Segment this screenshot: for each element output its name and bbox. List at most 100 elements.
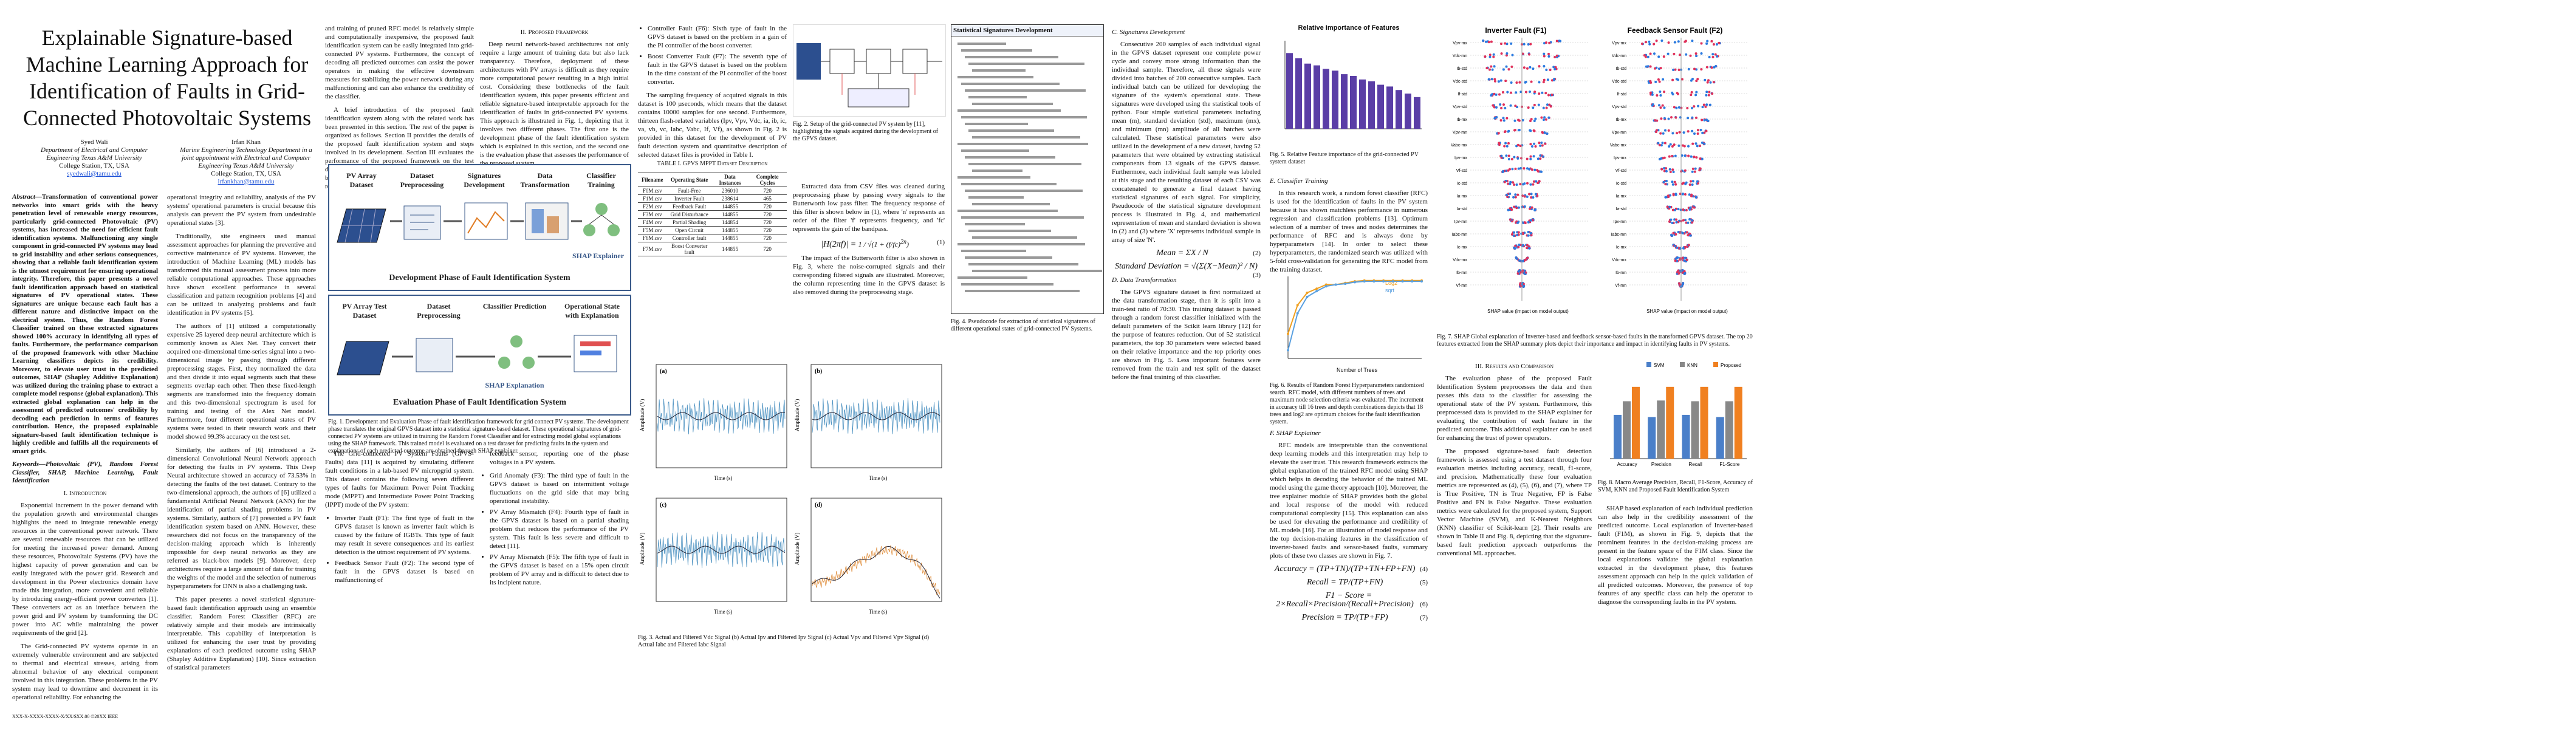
- shap-point: [1645, 41, 1647, 44]
- shap-point: [1533, 120, 1536, 122]
- subsection-heading: C. Signatures Development: [1112, 29, 1185, 36]
- shap-point: [1691, 167, 1694, 170]
- shap-point: [1677, 221, 1680, 224]
- table-header: Operating State: [666, 173, 712, 187]
- shap-point: [1523, 43, 1526, 46]
- panel-label: (b): [815, 368, 822, 375]
- legend-label: KNN: [1687, 363, 1697, 368]
- shap-point: [1507, 154, 1510, 157]
- shap-point: [1718, 41, 1721, 44]
- shap-point: [1502, 169, 1505, 173]
- shap-point: [1673, 41, 1676, 44]
- shap-point: [1664, 196, 1667, 199]
- shap-point: [1502, 117, 1505, 120]
- shap-point: [1654, 119, 1657, 122]
- shap-point: [1522, 183, 1525, 186]
- table-cell: Controller fault: [666, 234, 712, 242]
- panel-label: (c): [660, 502, 666, 508]
- table-row: F2M.csv Feedback Fault 144855 720: [638, 202, 787, 211]
- bar: [1657, 400, 1665, 459]
- shap-point: [1664, 183, 1667, 186]
- category-label: Recall: [1689, 462, 1702, 467]
- shap-point: [1517, 231, 1520, 234]
- bar: [1295, 58, 1302, 129]
- shap-point: [1518, 244, 1521, 246]
- shap-point: [1657, 55, 1660, 58]
- legend-swatch: [1713, 362, 1718, 367]
- data-point: [1420, 280, 1423, 283]
- shap-point: [1531, 145, 1533, 148]
- table-header-row: Filename Operating State Data Instances …: [638, 173, 787, 187]
- shap-point: [1667, 41, 1670, 44]
- table-cell: Partial Shading: [666, 218, 712, 227]
- feature-label: Ia-mx: [1616, 194, 1627, 199]
- shap-point: [1662, 55, 1665, 58]
- shap-point: [1668, 155, 1671, 158]
- shap-point: [1660, 117, 1663, 120]
- bar: [1405, 94, 1411, 129]
- shap-point: [1539, 157, 1542, 160]
- shap-point: [1500, 156, 1503, 159]
- shap-point: [1523, 205, 1526, 208]
- shap-point: [1664, 129, 1667, 132]
- shap-point: [1701, 142, 1704, 144]
- shap-point: [1691, 180, 1694, 183]
- figure-7-shap-plots: Inverter Fault (F1) Vpv-mx Vdc-mn Ib-std Vdc…: [1451, 26, 1748, 314]
- bar: [1734, 386, 1742, 459]
- shap-point: [1510, 158, 1513, 160]
- feature-label: Ia-std: [1615, 207, 1626, 211]
- shap-point: [1663, 91, 1666, 94]
- shap-point: [1665, 167, 1668, 170]
- data-point: [1372, 280, 1375, 283]
- shap-point: [1513, 119, 1516, 122]
- shap-point: [1537, 170, 1540, 173]
- shap-point: [1518, 129, 1521, 131]
- shap-point: [1671, 132, 1674, 135]
- shap-point: [1529, 129, 1532, 132]
- paragraph: The impact of the Butterworth filter is …: [793, 255, 945, 296]
- shap-point: [1690, 91, 1693, 94]
- table-1-grid: Filename Operating State Data Instances …: [638, 173, 787, 256]
- shap-point: [1482, 39, 1485, 42]
- shap-point: [1663, 106, 1666, 109]
- table-cell: F0M.csv: [638, 187, 667, 195]
- shap-point: [1500, 43, 1502, 46]
- pseudocode-line: [968, 230, 1051, 232]
- author-email[interactable]: syedwali@tamu.edu: [67, 170, 122, 177]
- shap-point: [1668, 168, 1671, 171]
- shap-point: [1555, 39, 1558, 43]
- shap-point: [1687, 244, 1690, 247]
- bar: [1359, 79, 1366, 129]
- shap-point: [1499, 103, 1502, 106]
- equation-7: Precision = TP/(TP+FP) (7): [1301, 613, 1428, 622]
- author-email[interactable]: irfankhan@tamu.edu: [218, 178, 275, 185]
- equation-1: |H(2πf)| = 1 / √(1 + (f/fc)2n) (1): [821, 239, 945, 249]
- shap-point: [1687, 154, 1690, 157]
- shap-point: [1678, 282, 1680, 285]
- shap-point: [1709, 81, 1712, 84]
- shap-point: [1488, 55, 1492, 58]
- shap-point: [1700, 68, 1703, 71]
- pseudocode-line: [965, 290, 1080, 292]
- shap-point: [1534, 208, 1537, 211]
- column-7-text: C. Signatures Development Consecutive 20…: [1112, 24, 1261, 386]
- shap-point: [1659, 91, 1662, 93]
- bar: [1632, 386, 1640, 459]
- signal-panel: (a) Amplitude (V) Time (s): [639, 364, 787, 481]
- shap-point: [1543, 118, 1545, 122]
- shap-point: [1705, 66, 1708, 69]
- series-line: [1287, 279, 1422, 334]
- figure-8-caption: Fig. 8. Macro Average Precision, Recall,…: [1598, 479, 1753, 493]
- shap-point: [1714, 53, 1717, 56]
- feature-label: Vf-mn: [1615, 284, 1626, 288]
- shap-point: [1660, 39, 1663, 42]
- shap-point: [1666, 205, 1669, 208]
- shap-point: [1497, 80, 1500, 83]
- classifier-icon: [583, 203, 620, 236]
- shap-point: [1713, 66, 1716, 69]
- shap-point: [1519, 285, 1523, 288]
- pseudocode-line: [957, 243, 1085, 245]
- shap-point: [1521, 231, 1524, 234]
- shap-point: [1648, 40, 1651, 43]
- shap-point: [1703, 142, 1706, 145]
